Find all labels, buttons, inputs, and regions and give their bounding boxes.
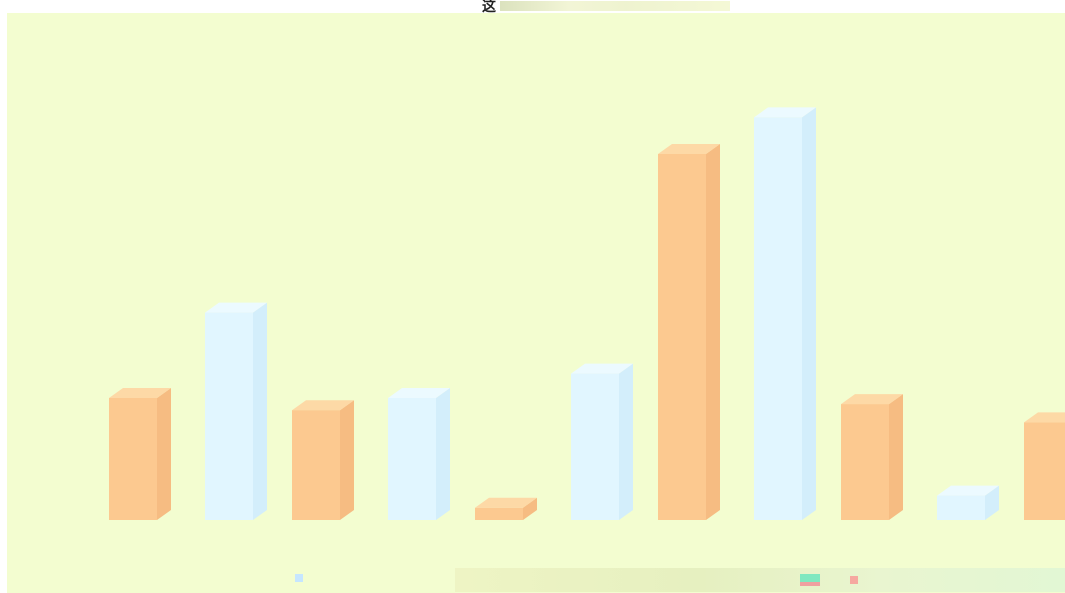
bar-s1-c5-side: [802, 107, 816, 521]
bar-s2-c2-top: [292, 400, 354, 411]
bar-s2-c5: [841, 404, 889, 520]
bar-s1-c4-top: [571, 363, 633, 374]
bar-s1-c2-top: [205, 302, 267, 313]
legend-swatch-a: [800, 574, 820, 582]
bars-group: [109, 107, 1065, 521]
bar-s2-c1-top: [109, 388, 171, 398]
bar-s1-c3-top: [388, 388, 450, 398]
bar-s1-c5: [754, 117, 802, 521]
bar-s1-c6-top: [937, 485, 999, 496]
bar-s2-c5-side: [889, 394, 903, 520]
legend-swatch-d: [295, 574, 303, 582]
bar-s2-c3-side: [523, 497, 537, 520]
bar-s1-c6: [937, 495, 985, 520]
bar-s2-c4-top: [658, 144, 720, 154]
bar-s2-c4: [658, 154, 706, 520]
bar-s2-c5-top: [841, 394, 903, 405]
legend-swatch-b: [800, 582, 820, 586]
bar-s1-c3-side: [436, 388, 450, 520]
bar-s2-c4-side: [706, 144, 720, 520]
bar-s1-c5-top: [754, 107, 816, 118]
legend-swatch-c: [850, 576, 858, 584]
bar-s1-c4: [571, 373, 619, 520]
bar-s2-c2-side: [340, 400, 354, 520]
bar-s1-c2: [205, 312, 253, 520]
bar-s2-c6: [1024, 422, 1065, 520]
bar-s1-c4-side: [619, 363, 633, 520]
chart-title: 这: [482, 0, 496, 15]
bar-s2-c3: [475, 507, 523, 520]
bar-s2-c2: [292, 410, 340, 520]
bar-s2-c6-top: [1024, 412, 1065, 423]
bar-s1-c6-side: [985, 485, 999, 520]
bar-s1-c3: [388, 398, 436, 520]
bar-s1-c2-side: [253, 302, 267, 520]
bar-s2-c1-side: [157, 388, 171, 520]
bar-s2-c1: [109, 398, 157, 520]
legend: [295, 568, 1065, 592]
title-decoration: [500, 1, 730, 11]
bar-s2-c3-top: [475, 497, 537, 508]
